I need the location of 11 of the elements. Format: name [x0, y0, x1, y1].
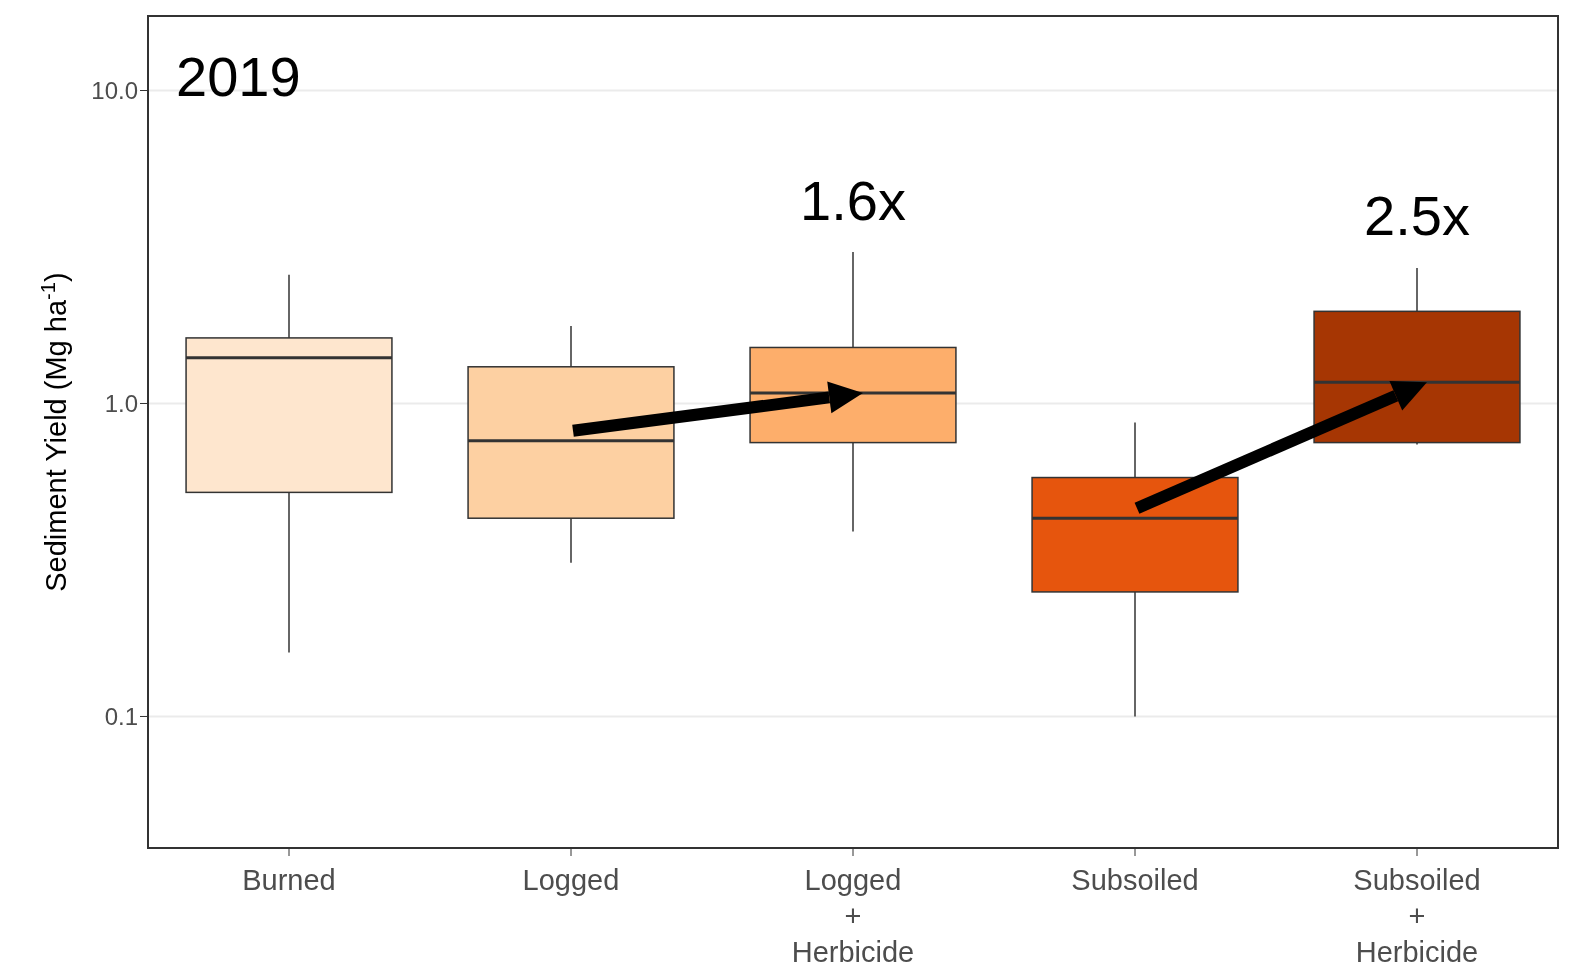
y-tick-label: 10.0: [91, 77, 138, 105]
y-tick-label: 0.1: [104, 703, 138, 730]
annotation: 2019: [176, 45, 301, 108]
y-tick-label: 1.0: [104, 390, 138, 418]
x-tick-label: Subsoiled + Herbicide: [1353, 864, 1481, 968]
x-tick-label: Subsoiled: [1071, 864, 1199, 896]
annotation: 1.6x: [800, 169, 906, 232]
x-tick-label: Burned: [242, 864, 336, 896]
annotation: 2.5x: [1364, 184, 1470, 247]
x-tick-label: Logged: [522, 864, 620, 896]
x-tick-label: Logged + Herbicide: [791, 864, 915, 968]
